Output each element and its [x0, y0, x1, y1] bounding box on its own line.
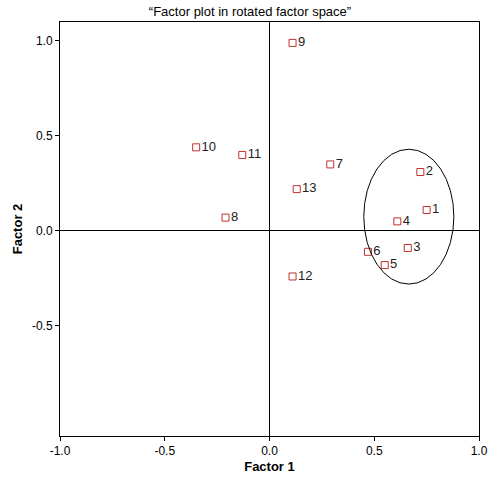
svg-text:-0.5: -0.5	[32, 319, 53, 333]
svg-text:0.0: 0.0	[261, 444, 278, 458]
svg-text:8: 8	[231, 209, 238, 224]
svg-text:13: 13	[302, 180, 316, 195]
svg-text:-0.5: -0.5	[154, 444, 175, 458]
svg-text:4: 4	[403, 213, 410, 228]
svg-text:Factor 1: Factor 1	[244, 459, 295, 474]
svg-text:9: 9	[298, 34, 305, 49]
svg-text:2: 2	[426, 163, 433, 178]
svg-text:7: 7	[336, 156, 343, 171]
svg-text:5: 5	[390, 256, 397, 271]
svg-text:0.5: 0.5	[36, 129, 53, 143]
svg-text:11: 11	[248, 146, 262, 161]
svg-text:Factor 2: Factor 2	[10, 204, 25, 255]
svg-text:3: 3	[413, 239, 420, 254]
svg-text:12: 12	[298, 268, 312, 283]
svg-text:1.0: 1.0	[471, 444, 488, 458]
svg-text:6: 6	[373, 243, 380, 258]
svg-text:10: 10	[202, 139, 216, 154]
svg-text:0.5: 0.5	[366, 444, 383, 458]
svg-text:0.0: 0.0	[36, 224, 53, 238]
svg-text:1: 1	[432, 201, 439, 216]
svg-text:“Factor plot in rotated factor: “Factor plot in rotated factor space”	[149, 4, 351, 19]
svg-text:1.0: 1.0	[36, 34, 53, 48]
svg-text:-1.0: -1.0	[50, 444, 71, 458]
